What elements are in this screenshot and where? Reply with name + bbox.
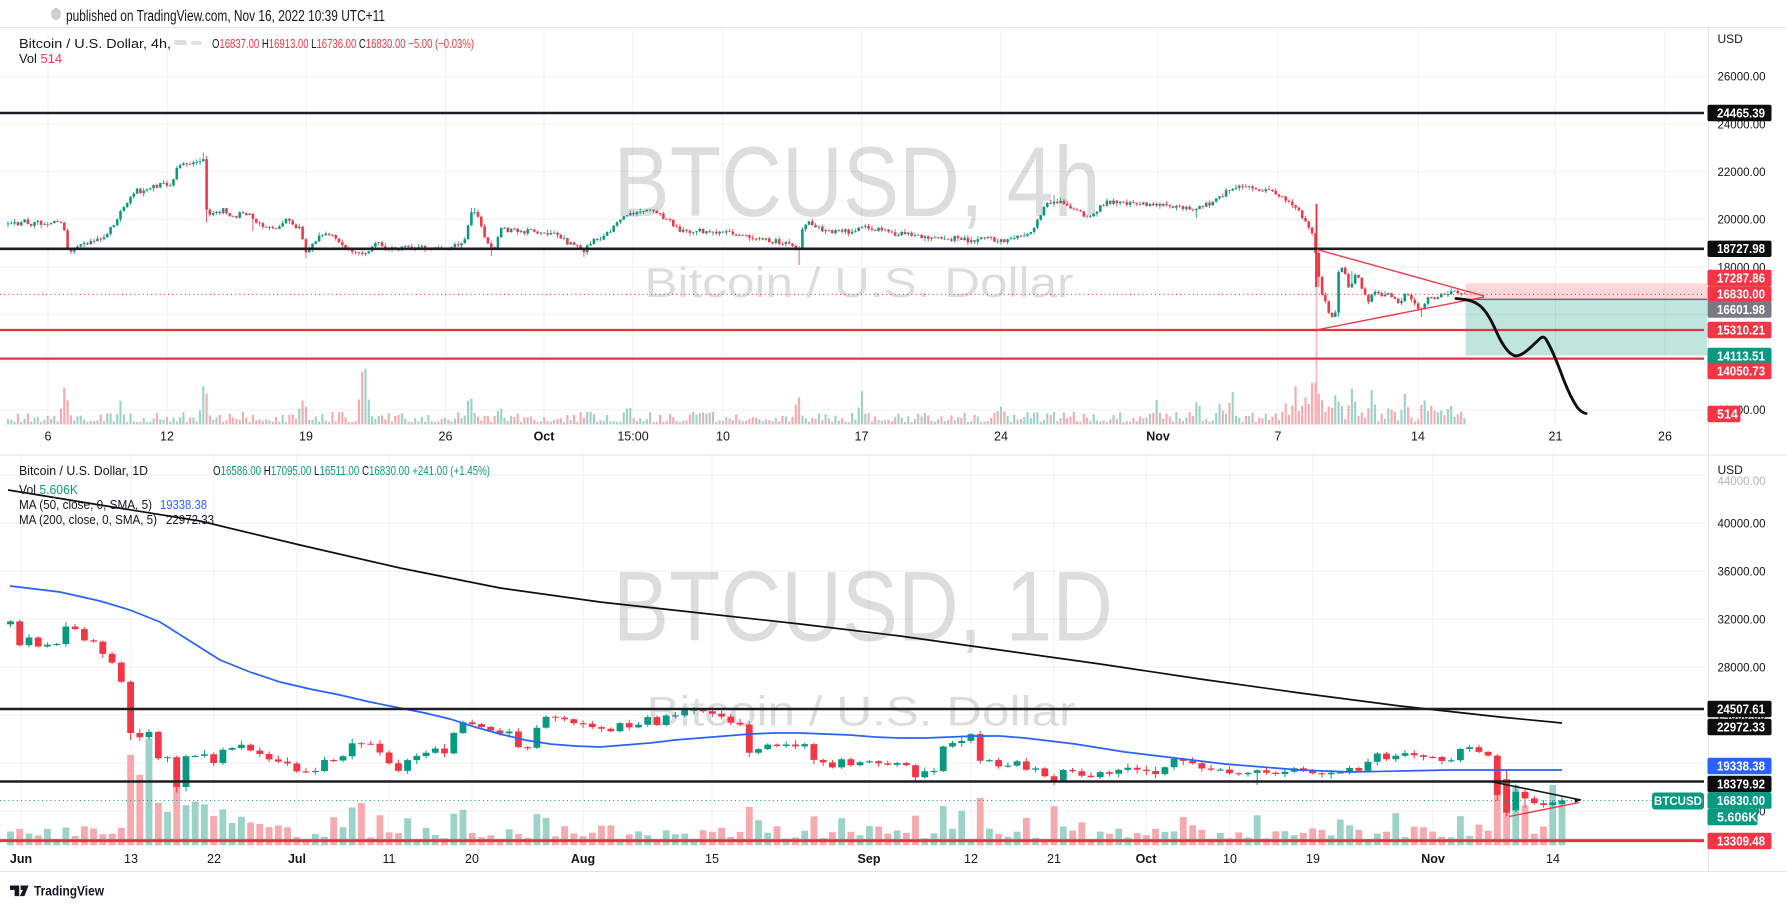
svg-text:BTCUSD, 1D: BTCUSD, 1D [613, 551, 1113, 662]
svg-text:24507.61: 24507.61 [1717, 702, 1765, 716]
svg-text:26: 26 [1658, 430, 1672, 444]
svg-text:24: 24 [994, 430, 1008, 444]
svg-text:17287.86: 17287.86 [1717, 271, 1765, 285]
svg-text:10: 10 [716, 430, 730, 444]
svg-text:20000.00: 20000.00 [1718, 213, 1766, 227]
svg-text:21: 21 [1549, 430, 1563, 444]
svg-text:Bitcoin / U.S. Dollar: Bitcoin / U.S. Dollar [645, 259, 1074, 306]
svg-text:13: 13 [124, 852, 138, 866]
svg-text:Bitcoin / U.S. Dollar, 4h,: Bitcoin / U.S. Dollar, 4h, [19, 36, 171, 51]
svg-text:O16586.00 H17095.00 L16511.00: O16586.00 H17095.00 L16511.00 C16830.00 … [213, 463, 490, 478]
svg-text:22972.33: 22972.33 [1717, 720, 1765, 734]
svg-text:22000.00: 22000.00 [1718, 165, 1766, 179]
svg-text:32000.00: 32000.00 [1718, 612, 1766, 626]
svg-text:22972.33: 22972.33 [166, 512, 214, 527]
svg-text:Jun: Jun [10, 852, 32, 866]
svg-text:Nov: Nov [1421, 852, 1445, 866]
svg-text:Sep: Sep [858, 852, 881, 866]
svg-text:Bitcoin / U.S. Dollar, 1D: Bitcoin / U.S. Dollar, 1D [19, 463, 148, 478]
svg-text:16830.00: 16830.00 [1717, 794, 1765, 808]
svg-text:16830.00: 16830.00 [1717, 288, 1765, 302]
svg-text:15:00: 15:00 [617, 430, 648, 444]
svg-text:18727.98: 18727.98 [1717, 242, 1765, 256]
svg-text:44000.00: 44000.00 [1718, 474, 1766, 488]
svg-text:14050.73: 14050.73 [1717, 364, 1765, 378]
svg-text:6: 6 [45, 430, 52, 444]
svg-text:28000.00: 28000.00 [1718, 660, 1766, 674]
svg-text:7: 7 [1275, 430, 1282, 444]
svg-text:Oct: Oct [534, 430, 556, 444]
svg-text:published on TradingView.com,: published on TradingView.com, Nov 16, 20… [66, 8, 385, 25]
svg-text:26000.00: 26000.00 [1718, 70, 1766, 84]
svg-text:TradingView: TradingView [34, 883, 104, 899]
svg-text:19: 19 [1306, 852, 1320, 866]
svg-text:USD: USD [1718, 32, 1744, 46]
svg-text:22: 22 [207, 852, 221, 866]
svg-text:10: 10 [1223, 852, 1237, 866]
svg-text:18379.92: 18379.92 [1717, 777, 1765, 791]
svg-text:15310.21: 15310.21 [1717, 323, 1765, 337]
svg-text:21: 21 [1047, 852, 1061, 866]
svg-text:13309.48: 13309.48 [1717, 834, 1765, 848]
svg-text:11: 11 [383, 852, 396, 866]
svg-text:16601.98: 16601.98 [1717, 303, 1765, 317]
svg-text:BTCUSD: BTCUSD [1654, 796, 1702, 808]
svg-text:Bitcoin / U.S. Dollar: Bitcoin / U.S. Dollar [647, 688, 1076, 735]
svg-text:17: 17 [855, 430, 869, 444]
svg-text:Vol 514: Vol 514 [19, 51, 62, 66]
svg-text:USD: USD [1718, 463, 1744, 477]
svg-text:20: 20 [465, 852, 479, 866]
svg-text:5.606K: 5.606K [1717, 810, 1757, 824]
svg-text:19338.38: 19338.38 [1717, 759, 1765, 773]
svg-text:Jul: Jul [288, 852, 306, 866]
svg-text:Vol 5.606K: Vol 5.606K [19, 482, 78, 497]
svg-text:O16837.00 H16913.00 L16736.00: O16837.00 H16913.00 L16736.00 C16830.00 … [212, 36, 474, 51]
svg-text:BTCUSD, 4h: BTCUSD, 4h [614, 126, 1101, 237]
svg-text:19338.38: 19338.38 [160, 497, 207, 512]
svg-text:40000.00: 40000.00 [1718, 516, 1766, 530]
svg-text:14113.51: 14113.51 [1717, 349, 1765, 363]
svg-text:Nov: Nov [1146, 430, 1170, 444]
svg-text:Aug: Aug [571, 852, 595, 866]
svg-text:15: 15 [705, 852, 719, 866]
svg-text:36000.00: 36000.00 [1718, 564, 1766, 578]
svg-text:26: 26 [439, 430, 453, 444]
svg-text:MA (200, close, 0, SMA, 5): MA (200, close, 0, SMA, 5) [19, 512, 157, 527]
svg-text:514: 514 [1717, 407, 1738, 421]
svg-text:12: 12 [964, 852, 978, 866]
svg-text:12: 12 [160, 430, 174, 444]
svg-text:14: 14 [1546, 852, 1560, 866]
svg-text:24465.39: 24465.39 [1717, 106, 1765, 120]
svg-text:MA (50, close, 0, SMA, 5): MA (50, close, 0, SMA, 5) [19, 497, 152, 512]
svg-text:Oct: Oct [1136, 852, 1158, 866]
svg-text:19: 19 [299, 430, 313, 444]
svg-text:14: 14 [1411, 430, 1425, 444]
